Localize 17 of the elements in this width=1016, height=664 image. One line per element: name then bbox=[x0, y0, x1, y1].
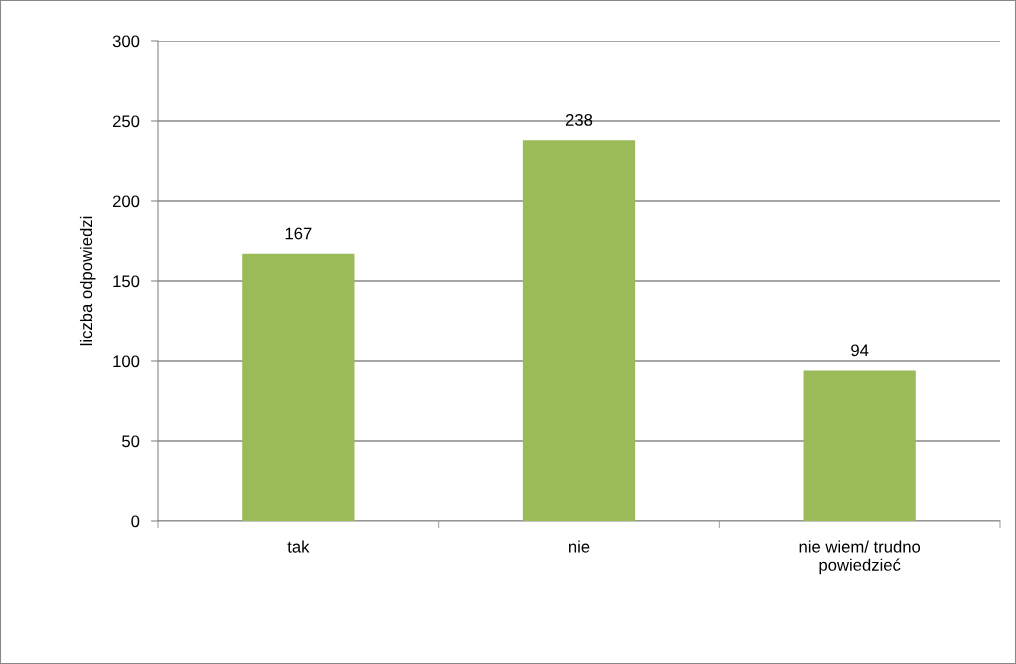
y-tick-label: 250 bbox=[112, 115, 140, 128]
y-tick-label: 50 bbox=[122, 435, 140, 448]
x-tick-label: nie bbox=[568, 540, 590, 553]
y-axis-title: liczba odpowiedzi bbox=[79, 216, 96, 346]
y-tick-label: 200 bbox=[112, 195, 140, 208]
x-tick-label: tak bbox=[287, 540, 310, 553]
bar bbox=[803, 370, 916, 521]
bar bbox=[242, 253, 355, 521]
y-tick-label: 100 bbox=[113, 355, 140, 368]
y-tick-label: 150 bbox=[113, 275, 140, 288]
x-tick-label: nie wiem/ trudno powiedzieć bbox=[799, 540, 921, 575]
data-label: 94 bbox=[851, 344, 869, 357]
y-tick-label: 0 bbox=[131, 515, 140, 528]
data-label: 167 bbox=[285, 227, 312, 240]
bar bbox=[522, 140, 636, 521]
y-tick-label: 300 bbox=[112, 35, 140, 48]
data-label: 238 bbox=[565, 113, 593, 126]
